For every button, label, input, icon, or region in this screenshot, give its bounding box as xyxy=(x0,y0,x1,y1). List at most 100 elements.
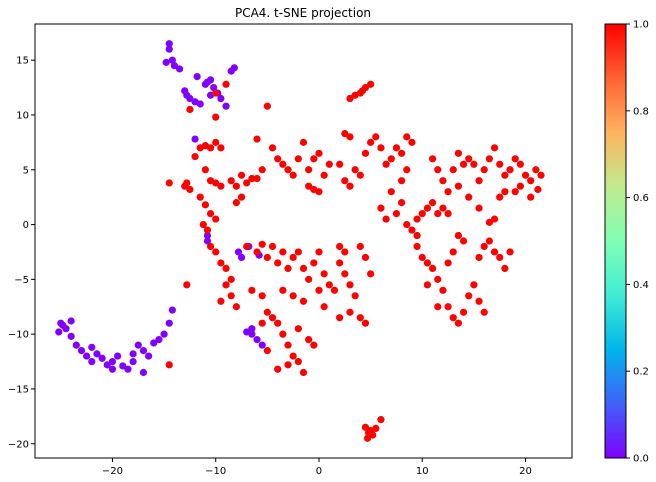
scatter-point xyxy=(460,161,467,168)
scatter-point xyxy=(357,243,364,250)
scatter-point xyxy=(501,265,508,272)
scatter-point xyxy=(486,219,493,226)
scatter-point xyxy=(186,106,193,113)
scatter-point xyxy=(326,161,333,168)
y-tick-label: −10 xyxy=(8,330,29,341)
scatter-point xyxy=(269,314,276,321)
scatter-point xyxy=(279,331,286,338)
scatter-point xyxy=(212,89,219,96)
scatter-point xyxy=(455,320,462,327)
scatter-point xyxy=(460,309,467,316)
scatter-point xyxy=(259,292,266,299)
x-axis: −20 −10 0 10 20 xyxy=(102,458,532,477)
scatter-point xyxy=(424,259,431,266)
scatter-point xyxy=(444,303,451,310)
scatter-point xyxy=(295,248,302,255)
scatter-point xyxy=(419,254,426,261)
scatter-point xyxy=(341,130,348,137)
scatter-point xyxy=(362,320,369,327)
scatter-point xyxy=(465,194,472,201)
scatter-point xyxy=(300,369,307,376)
scatter-point xyxy=(191,98,198,105)
scatter-point xyxy=(259,342,266,349)
scatter-point xyxy=(465,155,472,162)
scatter-point xyxy=(166,46,173,53)
scatter-point xyxy=(537,172,544,179)
scatter-point xyxy=(212,139,219,146)
scatter-point xyxy=(372,133,379,140)
scatter-point xyxy=(109,366,116,373)
x-tick-label: −20 xyxy=(102,466,123,477)
scatter-point xyxy=(367,270,374,277)
scatter-point xyxy=(346,281,353,288)
scatter-point xyxy=(222,265,229,272)
scatter-point xyxy=(212,114,219,121)
scatter-point xyxy=(222,103,229,110)
scatter-point xyxy=(352,166,359,173)
scatter-point xyxy=(398,199,405,206)
scatter-point xyxy=(517,161,524,168)
scatter-point xyxy=(300,265,307,272)
colorbar-tick-label: 1.0 xyxy=(633,20,649,31)
scatter-point xyxy=(383,215,390,222)
scatter-point xyxy=(346,309,353,316)
scatter-point xyxy=(413,232,420,239)
scatter-point xyxy=(290,352,297,359)
scatter-point xyxy=(166,179,173,186)
scatter-point xyxy=(259,166,266,173)
scatter-point xyxy=(130,350,137,357)
scatter-point xyxy=(274,155,281,162)
scatter-point xyxy=(238,172,245,179)
scatter-point xyxy=(183,179,190,186)
scatter-point xyxy=(512,188,519,195)
x-tick-label: 10 xyxy=(416,466,429,477)
scatter-point xyxy=(191,153,198,160)
scatter-point xyxy=(444,188,451,195)
scatter-point xyxy=(269,243,276,250)
scatter-point xyxy=(290,292,297,299)
scatter-point xyxy=(455,150,462,157)
scatter-point xyxy=(501,172,508,179)
scatter-point xyxy=(228,177,235,184)
scatter-point xyxy=(496,254,503,261)
x-tick-label: −10 xyxy=(205,466,226,477)
scatter-point xyxy=(78,347,85,354)
scatter-point xyxy=(444,259,451,266)
scatter-point xyxy=(352,292,359,299)
y-tick-label: 10 xyxy=(16,110,29,121)
scatter-point xyxy=(408,139,415,146)
scatter-point xyxy=(212,248,219,255)
scatter-point xyxy=(166,320,173,327)
scatter-point xyxy=(413,215,420,222)
scatter-point xyxy=(207,210,214,217)
scatter-point xyxy=(475,177,482,184)
scatter-point xyxy=(207,144,214,151)
scatter-point xyxy=(326,281,333,288)
scatter-point xyxy=(145,352,152,359)
scatter-point xyxy=(305,336,312,343)
colorbar-tick-label: 0.6 xyxy=(633,193,649,204)
scatter-point xyxy=(183,281,190,288)
scatter-point xyxy=(279,287,286,294)
colorbar-tick-label: 0.0 xyxy=(633,454,649,465)
scatter-point xyxy=(124,366,131,373)
scatter-point xyxy=(403,221,410,228)
scatter-point xyxy=(140,347,147,354)
x-tick-label: 0 xyxy=(316,466,322,477)
scatter-point xyxy=(233,303,240,310)
scatter-point xyxy=(166,361,173,368)
scatter-point xyxy=(217,144,224,151)
scatter-point xyxy=(310,342,317,349)
scatter-point xyxy=(362,150,369,157)
scatter-point xyxy=(212,215,219,222)
scatter-point xyxy=(169,57,176,64)
scatter-point xyxy=(393,210,400,217)
scatter-point xyxy=(300,139,307,146)
scatter-point xyxy=(284,265,291,272)
scatter-point xyxy=(176,65,183,72)
scatter-point xyxy=(496,161,503,168)
scatter-point xyxy=(367,139,374,146)
scatter-point xyxy=(194,73,201,80)
y-axis: −20−15−10−5051015 xyxy=(8,56,35,451)
